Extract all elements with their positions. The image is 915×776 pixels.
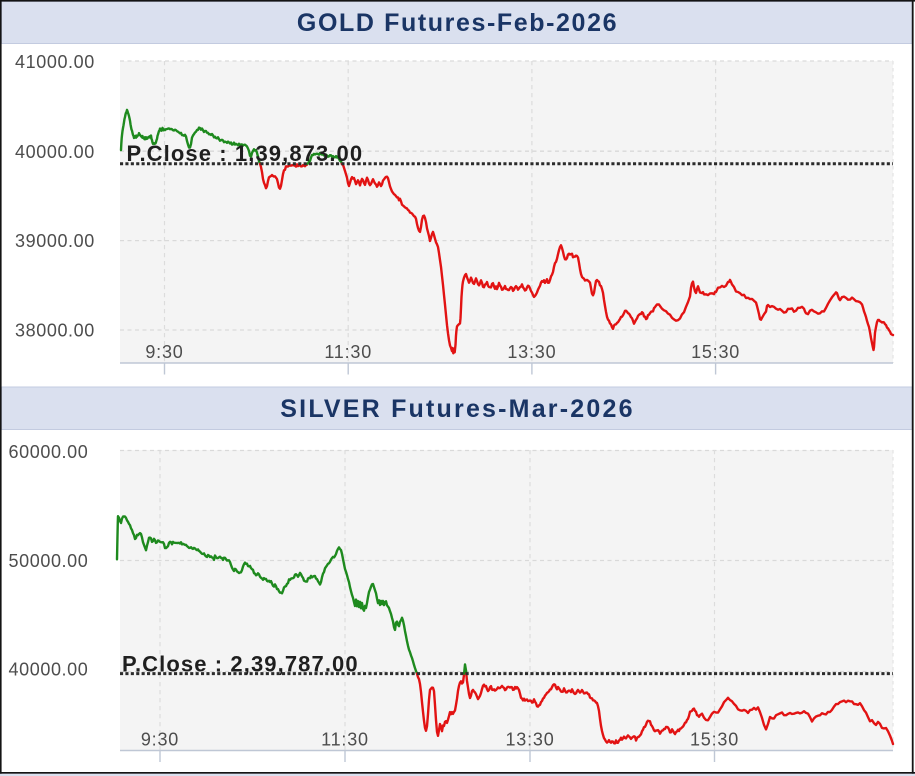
svg-text:P.Close : 2,39,787.00: P.Close : 2,39,787.00 (122, 652, 359, 677)
svg-text:11:30: 11:30 (321, 730, 369, 750)
svg-text:GOLD Futures-Feb-2026: GOLD Futures-Feb-2026 (297, 9, 618, 37)
svg-text:50000.00: 50000.00 (9, 551, 89, 571)
svg-text:40000.00: 40000.00 (15, 142, 95, 162)
svg-text:11:30: 11:30 (324, 342, 372, 362)
svg-text:60000.00: 60000.00 (9, 442, 89, 462)
svg-text:9:30: 9:30 (145, 342, 183, 362)
svg-text:9:30: 9:30 (141, 730, 179, 750)
svg-text:38000.00: 38000.00 (15, 321, 95, 341)
svg-text:15:30: 15:30 (690, 730, 739, 750)
svg-text:13:30: 13:30 (507, 342, 556, 362)
svg-text:15:30: 15:30 (691, 342, 740, 362)
svg-text:SILVER Futures-Mar-2026: SILVER Futures-Mar-2026 (280, 395, 634, 423)
svg-text:13:30: 13:30 (505, 730, 554, 750)
svg-text:P.Close : 1,39,873.00: P.Close : 1,39,873.00 (127, 141, 364, 166)
svg-text:40000.00: 40000.00 (9, 660, 89, 680)
svg-text:41000.00: 41000.00 (15, 52, 95, 72)
svg-text:39000.00: 39000.00 (15, 231, 95, 251)
